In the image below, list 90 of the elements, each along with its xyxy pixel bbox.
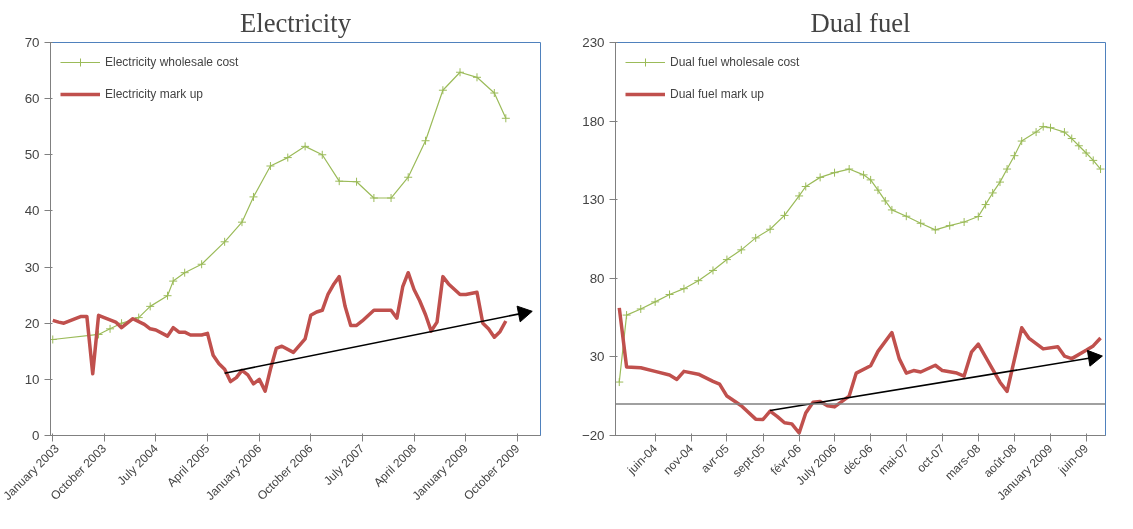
point <box>887 205 897 215</box>
point <box>1038 122 1048 132</box>
point <box>1017 136 1027 146</box>
point <box>455 67 465 77</box>
y-tick-label: 10 <box>24 371 40 387</box>
chart-title: Dual fuel <box>810 7 911 38</box>
point <box>751 233 761 243</box>
point <box>901 211 911 221</box>
point <box>815 172 825 182</box>
point <box>830 168 840 178</box>
y-tick-label: 130 <box>582 192 605 208</box>
point <box>1009 151 1019 161</box>
point <box>283 153 293 163</box>
point <box>438 85 448 95</box>
legend-label: Dual fuel wholesale cost <box>670 55 800 69</box>
point <box>679 284 689 294</box>
point <box>317 150 327 160</box>
y-tick-label: 40 <box>24 203 40 219</box>
point <box>693 276 703 286</box>
y-tick-label: 80 <box>589 270 605 286</box>
point <box>959 217 969 227</box>
point <box>636 304 646 314</box>
point <box>859 170 869 180</box>
y-tick-label: 60 <box>24 91 40 107</box>
point <box>220 237 230 247</box>
point <box>708 265 718 275</box>
point <box>403 172 413 182</box>
y-tick-label: 0 <box>32 428 40 443</box>
point <box>265 161 275 171</box>
y-tick-label: 30 <box>24 259 40 275</box>
point <box>180 268 190 278</box>
point <box>844 164 854 174</box>
point <box>916 218 926 228</box>
y-tick-label: 30 <box>589 349 605 365</box>
point <box>489 88 499 98</box>
point <box>1074 141 1084 151</box>
point <box>615 377 624 387</box>
y-tick-label: −20 <box>581 428 605 443</box>
point <box>650 297 660 307</box>
point <box>981 200 991 210</box>
point <box>472 72 482 82</box>
point <box>988 188 998 198</box>
y-tick-label: 50 <box>24 147 40 163</box>
point <box>501 113 511 123</box>
legend-label: Electricity mark up <box>105 87 204 101</box>
chart-title: Electricity <box>239 7 352 38</box>
point <box>300 141 310 151</box>
point <box>765 224 775 234</box>
point <box>736 245 746 255</box>
point <box>1081 148 1091 158</box>
point <box>105 324 115 334</box>
point <box>945 221 955 231</box>
point <box>352 177 362 187</box>
y-tick-label: 20 <box>24 315 40 331</box>
point <box>801 182 811 191</box>
point <box>995 177 1005 187</box>
point <box>973 212 983 222</box>
point <box>866 175 876 185</box>
point <box>1096 164 1106 174</box>
legend-label: Electricity wholesale cost <box>105 55 239 69</box>
point <box>780 210 789 220</box>
y-tick-label: 70 <box>24 35 40 50</box>
legend-label: Dual fuel mark up <box>670 87 765 101</box>
point <box>1067 134 1077 144</box>
point <box>873 185 883 195</box>
point <box>1046 123 1055 133</box>
point <box>50 335 58 344</box>
point <box>1031 127 1041 137</box>
point <box>880 196 890 206</box>
point <box>237 217 247 227</box>
point <box>1088 155 1098 165</box>
point <box>1002 164 1012 174</box>
point <box>1059 127 1069 137</box>
point <box>163 291 173 301</box>
point <box>794 191 804 201</box>
y-tick-label: 180 <box>582 113 605 129</box>
point <box>421 136 431 146</box>
point <box>722 255 732 265</box>
point <box>145 301 155 311</box>
point <box>248 192 258 202</box>
point <box>369 193 379 203</box>
point <box>334 176 344 186</box>
point <box>386 193 396 203</box>
y-tick-label: 230 <box>582 35 605 50</box>
point <box>168 276 178 286</box>
point <box>622 310 632 320</box>
point <box>197 259 207 269</box>
point <box>665 289 675 299</box>
line-series <box>51 270 508 393</box>
point <box>930 225 940 235</box>
